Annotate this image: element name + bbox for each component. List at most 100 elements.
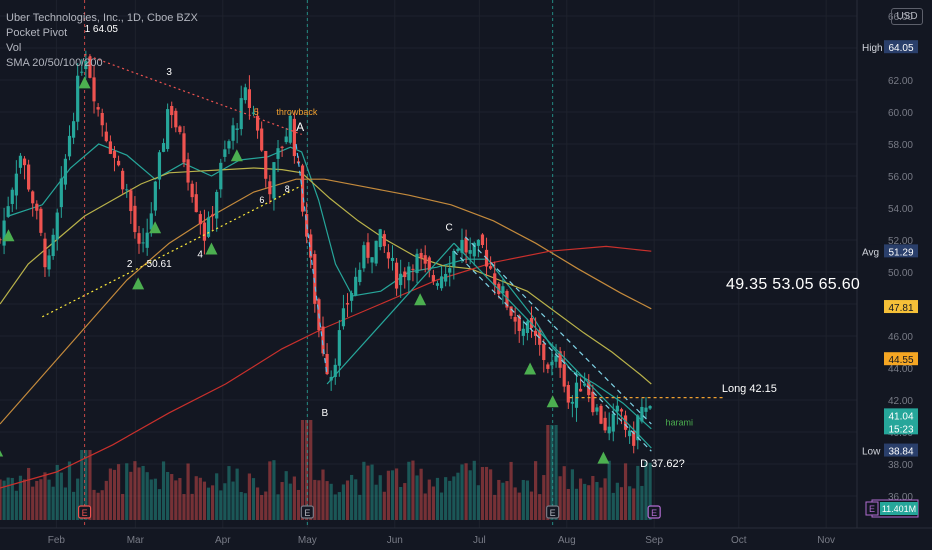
candle-body — [374, 240, 378, 264]
candle-body — [288, 115, 292, 143]
price-axis[interactable]: 36.0038.0040.0042.0044.0046.0048.0050.00… — [856, 0, 932, 530]
level-badge — [884, 300, 918, 314]
pocket-pivot-marker — [546, 395, 559, 408]
volume-bar — [354, 479, 358, 520]
candle-body — [108, 141, 112, 154]
candle-body — [558, 351, 562, 368]
volume-bar — [149, 479, 153, 520]
volume-bar — [427, 479, 431, 520]
volume-bar — [460, 464, 464, 520]
volume-bar — [14, 490, 18, 520]
volume-bar — [317, 480, 321, 520]
earnings-marker — [77, 505, 92, 519]
candle-body — [206, 217, 211, 237]
time-axis[interactable]: Feb Mar Apr May Jun Jul Aug Sep Oct Nov — [0, 527, 932, 550]
candle-body — [615, 405, 619, 412]
candle-body — [255, 115, 260, 131]
volume-bar — [284, 471, 288, 520]
candle-body — [243, 87, 247, 101]
candle-body — [14, 173, 18, 196]
volume-bar — [550, 425, 554, 520]
annotation: B — [321, 408, 328, 419]
level-time: 15:23 — [888, 424, 913, 435]
volume-bar — [6, 477, 10, 520]
annotation: C — [446, 222, 453, 233]
volume-bar — [484, 466, 489, 520]
volume-value: 11.401M — [882, 504, 916, 514]
candle-body — [345, 303, 350, 305]
candle-body — [411, 268, 415, 270]
candle-body — [80, 71, 84, 73]
volume-bar — [235, 468, 239, 520]
candle-body — [27, 164, 31, 190]
candle-body — [55, 212, 59, 240]
candle-body — [280, 146, 284, 148]
volume-bar — [591, 475, 595, 520]
volume-bar — [31, 486, 35, 520]
annotation: 4 — [197, 250, 203, 261]
volume-bar — [403, 483, 407, 520]
candle-body — [599, 405, 603, 424]
volume-bar — [517, 492, 521, 520]
volume-bar — [337, 492, 341, 520]
volume-bar — [362, 461, 366, 520]
volume-bar — [264, 491, 268, 520]
candle-body — [71, 121, 76, 138]
earnings-marker — [546, 505, 560, 519]
volume-bar — [35, 480, 39, 520]
candle-body — [644, 407, 648, 412]
pocket-pivot-marker — [149, 221, 162, 234]
volume-bar — [268, 461, 272, 520]
time-tick-label: Feb — [48, 535, 66, 546]
candle-body — [309, 234, 313, 258]
candle-body — [403, 271, 407, 278]
candle-body — [489, 266, 493, 269]
volume-bar — [243, 493, 247, 520]
candle-body — [22, 158, 27, 166]
indicator-sma[interactable]: SMA 20/50/100/200 — [6, 57, 103, 69]
trendline — [295, 143, 328, 377]
volume-bar — [497, 479, 501, 520]
candle-body — [133, 205, 137, 233]
volume-bar — [574, 488, 579, 520]
volume-bar — [366, 465, 370, 520]
volume-bar — [480, 467, 485, 520]
volume-bar — [632, 488, 636, 520]
currency-button[interactable]: USD — [891, 8, 923, 25]
candle-body — [145, 232, 149, 248]
candle-body — [63, 158, 68, 185]
volume-bar — [595, 481, 599, 520]
volume-bar — [76, 478, 80, 520]
volume-bar — [198, 477, 202, 520]
candle-body — [501, 286, 505, 294]
candle-body — [59, 178, 63, 208]
annotation: 6 — [259, 195, 264, 205]
volume-bar — [423, 493, 427, 520]
candle-body — [272, 162, 276, 199]
candle-body — [0, 239, 2, 241]
candle-body — [116, 160, 121, 166]
candle-body — [493, 273, 497, 286]
candle-body — [562, 364, 566, 387]
price-tick-label: 42.00 — [888, 396, 913, 407]
volume-bar — [47, 479, 51, 520]
indicator-pocket-pivot[interactable]: Pocket Pivot — [6, 27, 68, 39]
annotation: throwback — [276, 107, 318, 117]
time-tick-label: Nov — [817, 535, 835, 546]
symbol-title[interactable]: Uber Technologies, Inc., 1D, Cboe BZX — [6, 12, 198, 24]
volume-bar — [166, 471, 170, 520]
volume-bar — [558, 476, 562, 520]
pocket-pivot-marker — [230, 149, 243, 162]
candle-body — [76, 75, 80, 122]
price-tick-label: 36.00 — [888, 492, 913, 503]
volume-bar — [468, 470, 472, 520]
price-tick-label: 44.00 — [888, 364, 913, 375]
volume-bar — [562, 466, 566, 520]
time-tick-label: Mar — [127, 535, 145, 546]
candle-body — [431, 275, 435, 282]
candle-body — [10, 189, 14, 204]
indicator-vol[interactable]: Vol — [6, 42, 22, 54]
candle-body — [354, 276, 358, 295]
volume-bar — [112, 469, 117, 520]
